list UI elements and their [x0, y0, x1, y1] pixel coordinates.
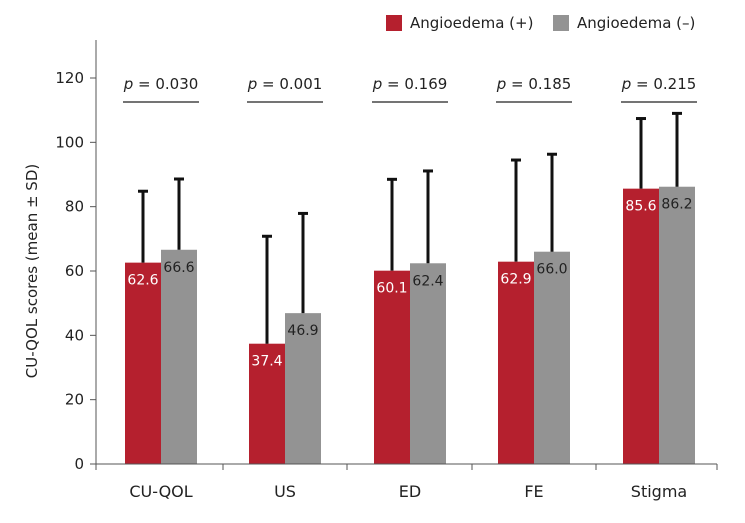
y-tick-label-20: 20	[65, 391, 84, 409]
y-tick-label-0: 0	[74, 455, 84, 473]
legend-swatch-angioedema-negative	[553, 15, 569, 31]
value-label-us-s1: 37.4	[251, 354, 282, 370]
p-value-annotation-fe: p = 0.185	[496, 75, 572, 93]
annotations-layer: p = 0.030 p = 0.001 p = 0.169 p = 0.185 p = …	[123, 75, 697, 103]
y-tick-label-80: 80	[65, 198, 84, 216]
legend-item-angioedema-negative: Angioedema (–)	[553, 14, 695, 32]
legend-swatch-angioedema-positive	[386, 15, 402, 31]
value-label-ed-s2: 62.4	[412, 273, 443, 289]
p-value-annotation-us: p = 0.001	[247, 75, 323, 93]
y-tick-label-100: 100	[55, 133, 84, 151]
value-label-cu-qol-s2: 66.6	[163, 260, 194, 276]
bar-fe-s1	[498, 261, 534, 464]
y-tick-label-120: 120	[55, 69, 84, 87]
bar-cu-qol-s1	[125, 262, 161, 464]
y-tick-label-60: 60	[65, 262, 84, 280]
bar-ed-s2	[410, 263, 446, 464]
x-tick-label-fe: FE	[524, 482, 543, 501]
value-labels-layer: 62.6 66.6 37.4 46.9 60.1 62.4 62.9 66.0 85.6 86.2	[127, 197, 692, 370]
bar-ed-s1	[374, 270, 410, 464]
y-tick-label-40: 40	[65, 326, 84, 344]
bar-stigma-s2	[659, 186, 695, 464]
x-tick-label-ed: ED	[399, 482, 421, 501]
p-value-annotation-cu-qol: p = 0.030	[123, 75, 199, 93]
legend-item-angioedema-positive: Angioedema (+)	[386, 14, 533, 32]
bar-stigma-s1	[623, 188, 659, 465]
x-tick-label-stigma: Stigma	[631, 482, 687, 501]
p-value-annotation-stigma: p = 0.215	[621, 75, 697, 93]
axes-layer: CU-QOL US ED FE Stigma 0 20 40 60 80 100 120 CU-QOL …	[23, 40, 718, 501]
bar-us-s1	[249, 343, 285, 464]
bar-us-s2	[285, 313, 321, 464]
value-label-us-s2: 46.9	[287, 323, 318, 339]
error-bars-layer	[138, 111, 682, 344]
p-value-annotation-ed: p = 0.169	[372, 75, 448, 93]
x-tick-label-us: US	[274, 482, 296, 501]
x-tick-label-cu-qol: CU-QOL	[129, 482, 192, 501]
value-label-stigma-s1: 85.6	[625, 199, 656, 215]
y-axis-title: CU-QOL scores (mean ± SD)	[23, 164, 41, 378]
bar-fe-s2	[534, 251, 570, 464]
bars-layer	[125, 186, 695, 465]
bar-cu-qol-s2	[161, 249, 197, 464]
value-label-fe-s1: 62.9	[500, 272, 531, 288]
legend-label-angioedema-positive: Angioedema (+)	[410, 14, 534, 32]
value-label-ed-s1: 60.1	[376, 281, 407, 297]
value-label-cu-qol-s1: 62.6	[127, 273, 158, 289]
legend-label-angioedema-negative: Angioedema (–)	[577, 14, 696, 32]
value-label-fe-s2: 66.0	[536, 262, 567, 278]
value-label-stigma-s2: 86.2	[661, 197, 692, 213]
